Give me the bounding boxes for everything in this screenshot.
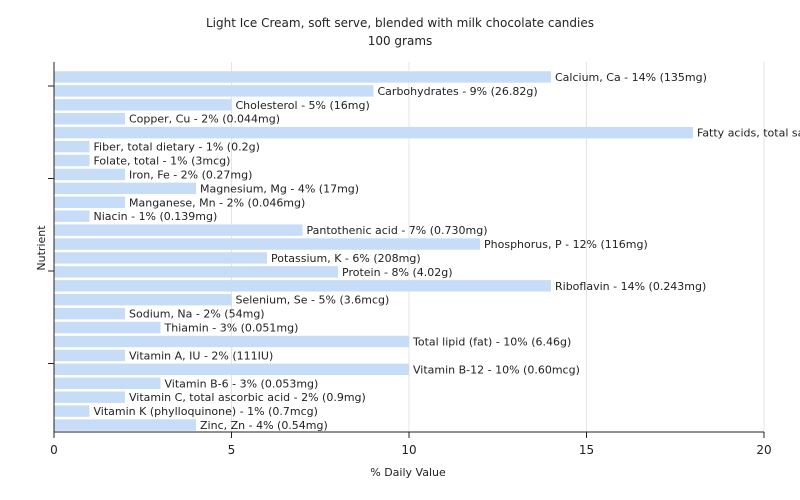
bars: Calcium, Ca - 14% (135mg) Carbohydrates -… — [54, 71, 800, 432]
bar-label: Cholesterol - 5% (16mg) — [236, 99, 370, 112]
bar-label: Vitamin K (phylloquinone) - 1% (0.7mcg) — [94, 405, 318, 418]
bar-label: Niacin - 1% (0.139mg) — [94, 210, 218, 223]
bar-label: Fiber, total dietary - 1% (0.2g) — [94, 141, 260, 154]
chart-subtitle: 100 grams — [368, 34, 433, 48]
bar — [54, 349, 125, 362]
bar — [54, 168, 125, 181]
x-tick-label: 5 — [228, 443, 236, 457]
bar — [54, 224, 303, 236]
axes: 0 5 10 15 20 — [48, 62, 772, 457]
bar — [54, 140, 90, 153]
bar — [54, 182, 196, 195]
bar-label: Vitamin B-12 - 10% (0.60mcg) — [413, 363, 580, 376]
bar — [54, 196, 125, 208]
bar-label: Vitamin C, total ascorbic acid - 2% (0.9… — [129, 391, 366, 404]
bar — [54, 363, 409, 376]
bar-label: Fatty acids, total saturated - 18% (3.63… — [697, 127, 800, 140]
bar-label: Iron, Fe - 2% (0.27mg) — [129, 168, 252, 181]
bar-label: Copper, Cu - 2% (0.044mg) — [129, 113, 280, 126]
bar-label: Carbohydrates - 9% (26.82g) — [378, 85, 538, 98]
x-tick-label: 0 — [50, 443, 58, 457]
bar-label: Folate, total - 1% (3mcg) — [94, 155, 231, 168]
bar-label: Phosphorus, P - 12% (116mg) — [484, 238, 648, 251]
x-tick-label: 20 — [756, 443, 771, 457]
bar — [54, 85, 374, 97]
bar-label: Vitamin B-6 - 3% (0.053mg) — [165, 377, 319, 390]
bar-label: Pantothenic acid - 7% (0.730mg) — [307, 224, 488, 237]
bar — [54, 405, 90, 417]
bar — [54, 252, 267, 264]
bar — [54, 391, 125, 403]
bar — [54, 294, 232, 306]
bar-label: Protein - 8% (4.02g) — [342, 266, 453, 279]
bar-label: Vitamin A, IU - 2% (111IU) — [129, 349, 273, 362]
bar — [54, 99, 232, 111]
bar — [54, 210, 90, 222]
bar — [54, 280, 551, 292]
bar — [54, 307, 125, 320]
bar — [54, 126, 693, 139]
bar-label: Zinc, Zn - 4% (0.54mg) — [200, 419, 328, 432]
bar — [54, 238, 480, 250]
bar-label: Thiamin - 3% (0.051mg) — [164, 322, 299, 335]
bar-label: Total lipid (fat) - 10% (6.46g) — [412, 336, 571, 349]
bar — [54, 71, 551, 83]
bar — [54, 321, 161, 334]
bar-label: Potassium, K - 6% (208mg) — [271, 252, 421, 265]
x-axis-title: % Daily Value — [370, 466, 446, 479]
bar-label: Sodium, Na - 2% (54mg) — [129, 308, 265, 321]
bar — [54, 335, 409, 348]
bar-label: Riboflavin - 14% (0.243mg) — [555, 280, 706, 293]
bar — [54, 154, 90, 167]
bar-label: Selenium, Se - 5% (3.6mcg) — [236, 294, 390, 307]
bar — [54, 113, 125, 125]
x-tick-label: 15 — [579, 443, 594, 457]
x-tick-label: 10 — [401, 443, 416, 457]
bar — [54, 377, 161, 389]
y-axis-title: Nutrient — [35, 225, 48, 271]
bar — [54, 266, 338, 278]
bar-label: Calcium, Ca - 14% (135mg) — [555, 71, 707, 84]
bar-label: Magnesium, Mg - 4% (17mg) — [200, 182, 359, 195]
bar — [54, 419, 196, 431]
chart-title: Light Ice Cream, soft serve, blended wit… — [206, 16, 594, 30]
bar-label: Manganese, Mn - 2% (0.046mg) — [129, 196, 305, 209]
